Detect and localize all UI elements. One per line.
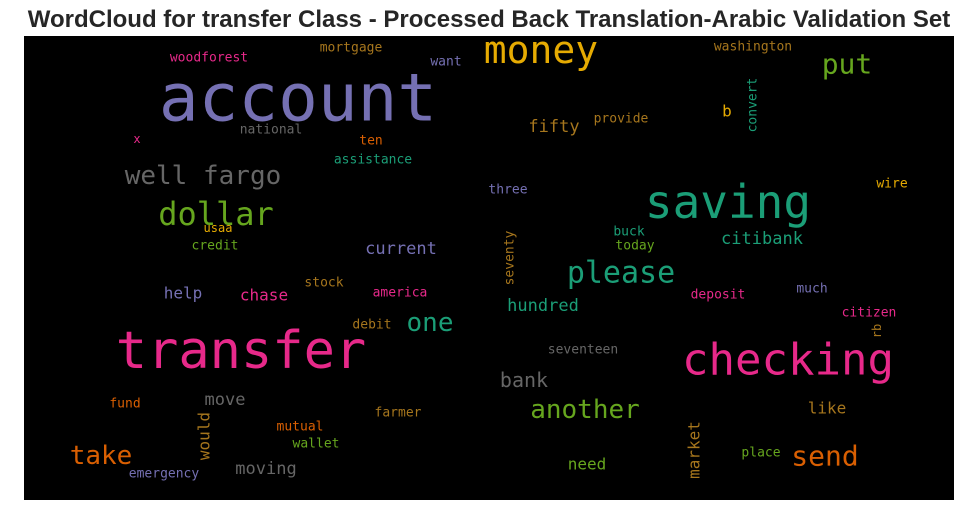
word-place: place <box>741 446 780 461</box>
word-stock: stock <box>304 276 343 291</box>
word-move: move <box>205 390 246 410</box>
word-credit: credit <box>192 239 239 254</box>
word-need: need <box>568 455 607 474</box>
word-buck: buck <box>613 225 644 240</box>
word-like: like <box>808 399 847 418</box>
word-transfer: transfer <box>116 321 366 381</box>
word-take: take <box>70 441 133 471</box>
word-farmer: farmer <box>375 406 422 421</box>
word-citibank: citibank <box>721 229 803 249</box>
wordcloud-svg: account transfer checking saving money dollar… <box>70 36 908 482</box>
word-provide: provide <box>594 112 649 127</box>
word-well-fargo: well fargo <box>125 161 282 191</box>
word-one: one <box>407 308 454 338</box>
word-current: current <box>365 239 437 259</box>
word-fifty: fifty <box>528 117 579 137</box>
word-convert: convert <box>746 78 761 133</box>
word-deposit: deposit <box>691 288 746 303</box>
word-mortgage: mortgage <box>320 41 383 56</box>
word-today: today <box>615 239 654 254</box>
word-citizen: citizen <box>842 306 897 321</box>
word-wallet: wallet <box>293 437 340 452</box>
word-put: put <box>822 48 873 81</box>
word-emergency: emergency <box>129 467 200 482</box>
word-rb: rb <box>870 324 884 338</box>
word-woodforest: woodforest <box>170 51 248 66</box>
word-moving: moving <box>235 459 296 479</box>
word-seventeen: seventeen <box>548 343 618 358</box>
word-x: x <box>133 132 140 146</box>
word-debit: debit <box>352 318 391 333</box>
word-seventy: seventy <box>503 230 518 285</box>
word-wire: wire <box>876 177 907 192</box>
word-would: would <box>195 412 214 460</box>
word-want: want <box>430 55 461 70</box>
word-checking: checking <box>682 335 894 386</box>
word-assistance: assistance <box>334 153 412 168</box>
word-hundred: hundred <box>507 296 579 316</box>
word-america: america <box>373 286 428 301</box>
word-another: another <box>530 395 640 425</box>
word-bank: bank <box>500 368 548 392</box>
word-please: please <box>567 256 675 291</box>
chart-title: WordCloud for transfer Class - Processed… <box>27 6 951 33</box>
word-chase: chase <box>240 286 288 305</box>
word-ten: ten <box>359 134 382 149</box>
wordcloud-canvas: account transfer checking saving money dollar… <box>24 36 954 500</box>
word-fund: fund <box>109 397 140 412</box>
word-washington: washington <box>714 40 792 55</box>
word-dollar: dollar <box>158 195 274 233</box>
word-market: market <box>685 421 704 479</box>
word-national: national <box>240 123 303 138</box>
word-saving: saving <box>645 175 811 229</box>
word-account: account <box>159 60 437 137</box>
word-much: much <box>796 282 827 297</box>
word-b: b <box>722 102 732 121</box>
word-mutual: mutual <box>277 420 324 435</box>
word-help: help <box>164 284 203 303</box>
word-send: send <box>791 440 858 473</box>
word-money: money <box>484 36 598 72</box>
word-three: three <box>488 183 527 198</box>
word-usaa: usaa <box>204 221 233 235</box>
